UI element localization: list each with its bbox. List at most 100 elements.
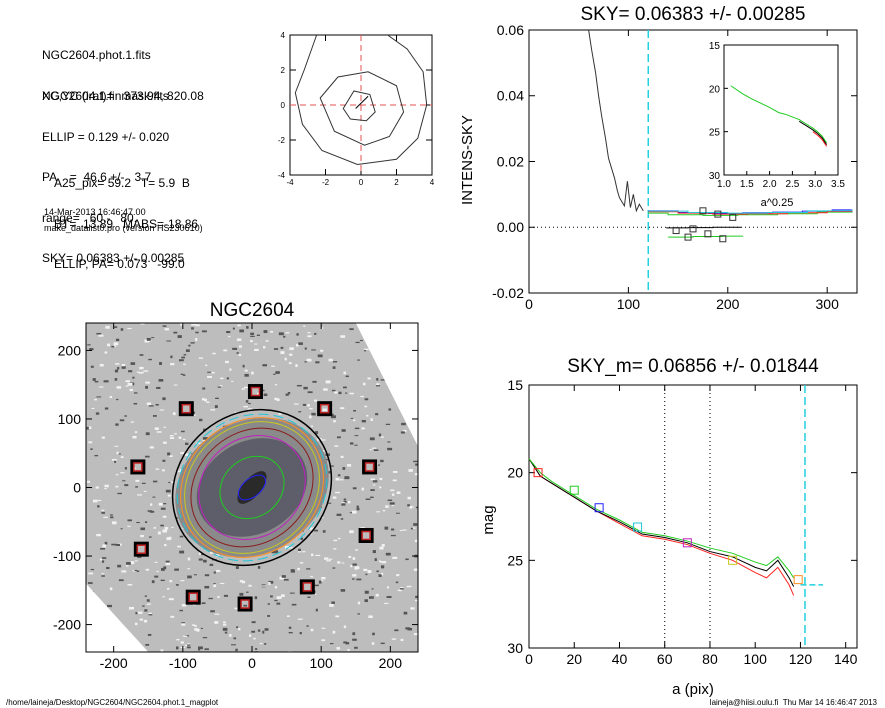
noise-speck	[151, 337, 155, 339]
noise-speck	[244, 373, 249, 377]
noise-speck	[351, 578, 355, 580]
noise-speck	[403, 429, 407, 432]
noise-speck	[204, 585, 210, 589]
noise-speck	[256, 334, 260, 336]
noise-speck	[361, 427, 365, 430]
noise-speck	[101, 560, 105, 563]
noise-speck	[274, 397, 278, 401]
noise-speck	[264, 628, 269, 631]
noise-speck	[92, 499, 98, 503]
noise-speck	[137, 494, 142, 496]
noise-speck	[115, 338, 120, 342]
catalog-a25: A25_pix= 59.2 T= 5.9 B	[54, 176, 190, 190]
noise-speck	[214, 621, 219, 624]
noise-speck	[352, 419, 356, 422]
noise-speck	[364, 348, 369, 351]
noise-speck	[101, 573, 105, 575]
noise-speck	[223, 621, 226, 624]
noise-speck	[262, 364, 268, 367]
noise-speck	[232, 347, 238, 350]
noise-speck	[174, 568, 179, 571]
sky-box-inner	[136, 544, 147, 554]
noise-speck	[90, 448, 93, 450]
noise-speck	[355, 341, 360, 344]
sky-box-outer	[299, 579, 315, 595]
noise-speck	[170, 355, 173, 359]
noise-speck	[118, 453, 121, 455]
noise-speck	[241, 580, 246, 584]
noise-speck	[148, 358, 152, 361]
noise-speck	[262, 630, 265, 634]
contour-ytick-label: 4	[281, 31, 286, 40]
noise-speck	[127, 525, 131, 527]
noise-speck	[355, 549, 359, 551]
noise-speck	[144, 595, 147, 597]
noise-speck	[414, 473, 418, 476]
noise-speck	[407, 370, 412, 373]
noise-speck	[315, 554, 321, 557]
noise-speck	[136, 570, 140, 572]
contour-ytick-label: -2	[278, 136, 286, 145]
noise-speck	[146, 603, 151, 605]
noise-speck	[204, 648, 209, 651]
noise-speck	[257, 566, 261, 569]
noise-speck	[215, 569, 221, 572]
sky-box-inner	[364, 462, 375, 472]
noise-speck	[135, 486, 139, 488]
noise-speck	[322, 530, 326, 533]
noise-speck	[353, 409, 357, 412]
noise-speck	[163, 426, 166, 428]
filename-mask: NGC2604.1.finmask.fits	[42, 88, 169, 103]
noise-speck	[400, 588, 404, 590]
noise-speck	[329, 465, 334, 467]
noise-speck	[214, 405, 218, 408]
noise-speck	[225, 360, 229, 364]
noise-speck	[257, 629, 261, 632]
noise-speck	[183, 354, 187, 356]
noise-speck	[289, 592, 295, 594]
sky-box-outer	[362, 459, 378, 475]
noise-speck	[325, 380, 331, 384]
noise-speck	[236, 626, 239, 629]
noise-speck	[145, 455, 150, 458]
noise-speck	[229, 634, 232, 637]
noise-speck	[296, 343, 299, 347]
noise-speck	[180, 641, 184, 644]
noise-speck	[345, 375, 349, 378]
noise-speck	[147, 510, 153, 512]
noise-speck	[372, 480, 378, 483]
noise-speck	[152, 480, 158, 483]
noise-speck	[345, 392, 348, 394]
noise-speck	[145, 381, 150, 384]
noise-speck	[114, 378, 118, 381]
mag-profile-series-1	[528, 458, 795, 596]
noise-speck	[354, 444, 358, 446]
noise-speck	[187, 557, 191, 561]
noise-speck	[184, 644, 189, 647]
noise-speck	[170, 615, 175, 618]
catalog-ellip-pa: ELLIP, PA= 0.073 -99.0	[54, 257, 185, 271]
noise-speck	[98, 386, 104, 388]
noise-speck	[372, 632, 375, 636]
noise-speck	[284, 545, 290, 549]
noise-speck	[374, 558, 377, 562]
noise-speck	[103, 380, 109, 383]
noise-speck	[394, 629, 399, 632]
noise-speck	[263, 330, 268, 334]
noise-speck	[380, 459, 384, 463]
noise-speck	[101, 509, 105, 512]
image-xtick-label: -100	[169, 655, 197, 671]
noise-speck	[187, 643, 190, 645]
noise-speck	[320, 349, 324, 352]
noise-speck	[96, 533, 101, 537]
noise-speck	[117, 634, 120, 637]
noise-speck	[331, 389, 336, 392]
noise-speck	[254, 343, 258, 345]
noise-speck	[237, 324, 241, 327]
isophote-ellipse-1	[171, 408, 333, 567]
noise-speck	[166, 587, 170, 590]
noise-speck	[406, 404, 411, 408]
noise-speck	[354, 427, 360, 430]
noise-speck	[354, 646, 358, 649]
